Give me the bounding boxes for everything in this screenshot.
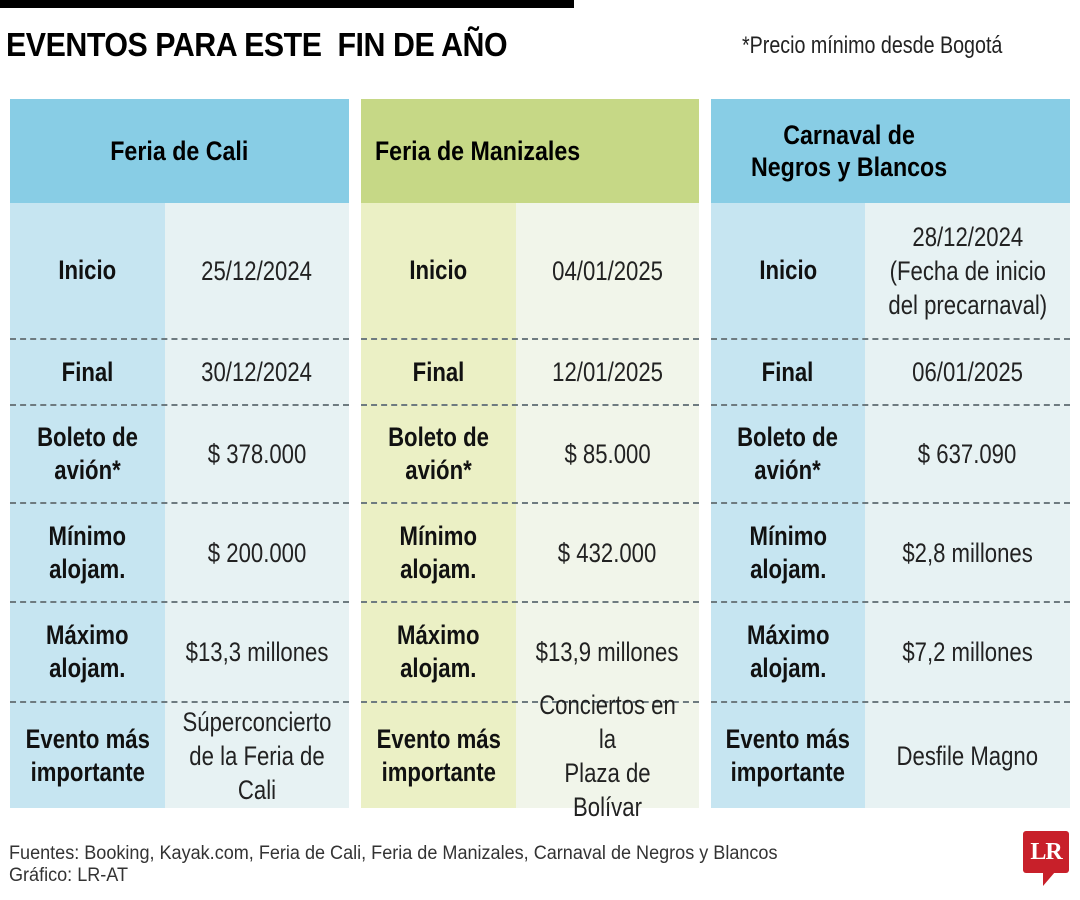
row-value: Conciertos en la Plaza de Bolívar — [539, 689, 676, 822]
row-label: Boleto de avión* — [37, 422, 138, 485]
row-label: Evento más importante — [25, 723, 150, 787]
row-minimo: Mínimo alojam. $2,8 millones — [711, 502, 1070, 601]
row-value: 04/01/2025 — [552, 255, 663, 286]
row-label: Mínimo alojam. — [749, 520, 827, 584]
page-title: EVENTOS PARA ESTE FIN DE AÑO — [6, 26, 508, 63]
top-rule — [0, 0, 574, 8]
row-value: 28/12/2024 (Fecha de inicio del precarna… — [888, 221, 1047, 320]
lr-logo: LR — [1023, 831, 1069, 873]
price-note: *Precio mínimo desde Bogotá — [742, 32, 1003, 59]
row-inicio: Inicio 25/12/2024 — [10, 203, 349, 338]
event-header: Feria de Manizales — [361, 99, 699, 203]
row-label: Inicio — [409, 255, 468, 285]
label-column — [361, 203, 516, 808]
row-value: $ 85.000 — [564, 439, 651, 469]
row-value: Súperconcierto de la Feria de Cali — [182, 706, 332, 805]
event-panel-manizales: Feria de Manizales Inicio 04/01/2025 Fin… — [361, 99, 699, 822]
event-name: Feria de Cali — [110, 136, 249, 166]
sources-text: Fuentes: Booking, Kayak.com, Feria de Ca… — [9, 843, 778, 864]
lr-logo-speech-tail-icon — [1043, 872, 1055, 886]
row-value: $ 432.000 — [558, 537, 657, 568]
row-boleto: Boleto de avión* $ 637.090 — [711, 404, 1070, 502]
value-column — [516, 203, 699, 808]
row-value: 06/01/2025 — [912, 357, 1023, 387]
row-label: Evento más importante — [725, 723, 851, 787]
row-value: $7,2 millones — [902, 637, 1033, 667]
row-label: Evento más importante — [376, 723, 501, 787]
row-value: $2,8 millones — [902, 537, 1033, 568]
event-header: Carnaval de Negros y Blancos — [711, 99, 1070, 203]
row-value: Desfile Magno — [896, 740, 1039, 771]
row-label: Boleto de avión* — [737, 422, 839, 485]
event-name: Carnaval de Negros y Blancos — [751, 120, 948, 182]
label-column — [711, 203, 865, 808]
row-value: 25/12/2024 — [201, 255, 313, 286]
row-label: Final — [412, 356, 465, 387]
value-column — [865, 203, 1070, 808]
row-evento: Evento más importante Conciertos en la P… — [361, 690, 699, 822]
row-value: $13,3 millones — [185, 637, 329, 667]
row-inicio: Inicio 28/12/2024 (Fecha de inicio del p… — [711, 203, 1070, 338]
row-boleto: Boleto de avión* $ 85.000 — [361, 404, 699, 502]
row-maximo: Máximo alojam. $7,2 millones — [711, 601, 1070, 701]
row-label: Máximo alojam. — [46, 620, 129, 683]
row-label: Máximo alojam. — [397, 620, 480, 683]
event-panel-carnaval: Carnaval de Negros y Blancos Inicio 28/1… — [711, 99, 1070, 808]
row-evento: Evento más importante Desfile Magno — [711, 701, 1070, 808]
event-header: Feria de Cali — [10, 99, 349, 203]
row-evento: Evento más importante Súperconcierto de … — [10, 701, 349, 808]
label-column — [10, 203, 165, 808]
event-name: Feria de Manizales — [375, 136, 581, 166]
row-minimo: Mínimo alojam. $ 200.000 — [10, 502, 349, 601]
row-value: $ 200.000 — [207, 537, 307, 568]
row-final: Final 12/01/2025 — [361, 338, 699, 404]
row-final: Final 06/01/2025 — [711, 338, 1070, 404]
row-label: Final — [762, 356, 814, 387]
row-value: $ 637.090 — [918, 439, 1017, 469]
value-column — [165, 203, 349, 808]
row-label: Mínimo alojam. — [399, 520, 478, 584]
row-label: Boleto de avión* — [388, 422, 489, 485]
row-value: 30/12/2024 — [201, 357, 313, 387]
row-value: $13,9 millones — [536, 637, 679, 667]
event-panel-cali: Feria de Cali Inicio 25/12/2024 Final 30… — [10, 99, 349, 808]
footer: Fuentes: Booking, Kayak.com, Feria de Ca… — [9, 843, 778, 887]
row-inicio: Inicio 04/01/2025 — [361, 203, 699, 338]
row-label: Inicio — [759, 255, 817, 285]
row-final: Final 30/12/2024 — [10, 338, 349, 404]
row-label: Máximo alojam. — [746, 620, 830, 683]
row-boleto: Boleto de avión* $ 378.000 — [10, 404, 349, 502]
row-maximo: Máximo alojam. $13,3 millones — [10, 601, 349, 701]
row-label: Mínimo alojam. — [48, 520, 127, 584]
row-label: Inicio — [58, 255, 117, 285]
row-label: Final — [61, 356, 114, 387]
row-maximo: Máximo alojam. $13,9 millones — [361, 601, 699, 701]
row-minimo: Mínimo alojam. $ 432.000 — [361, 502, 699, 601]
row-value: 12/01/2025 — [552, 357, 663, 387]
row-value: $ 378.000 — [207, 439, 307, 469]
credit-text: Gráfico: LR-AT — [9, 865, 129, 886]
